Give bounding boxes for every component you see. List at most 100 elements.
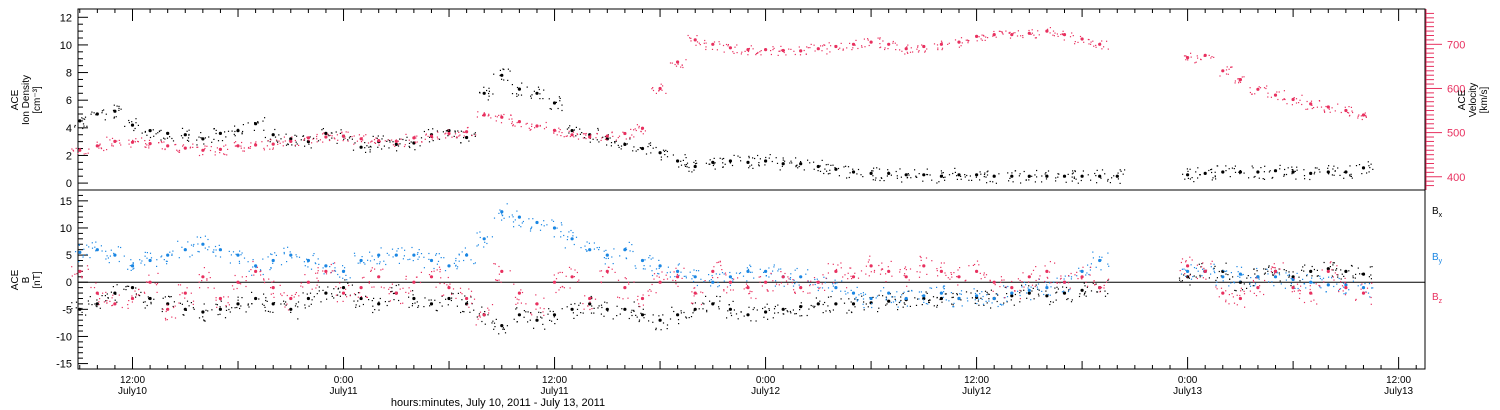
solar-wind-velocity-dot: [134, 141, 136, 143]
solar-wind-velocity-point: [781, 48, 785, 53]
bx-dot: [447, 304, 449, 306]
by-point: [588, 248, 592, 252]
bz-dot: [1031, 284, 1034, 286]
bx-dot: [1271, 272, 1273, 274]
bx-dot: [492, 320, 494, 322]
by-dot: [130, 269, 132, 271]
solar-wind-velocity-dot: [391, 139, 393, 141]
bz-dot: [574, 269, 576, 271]
solar-wind-velocity-dot: [458, 131, 460, 133]
by-dot: [960, 293, 962, 295]
bx-dot: [829, 310, 831, 312]
bz-dot: [473, 298, 476, 300]
solar-wind-velocity-dot: [633, 129, 635, 131]
bz-dot: [380, 269, 382, 271]
bz-point: [588, 296, 592, 301]
solar-wind-velocity-dot: [803, 49, 805, 52]
solar-wind-velocity-dot: [981, 39, 983, 41]
bz-dot: [1228, 294, 1230, 296]
ion-density-dot: [1104, 173, 1106, 175]
bz-dot: [873, 271, 875, 273]
solar-wind-velocity-dot: [118, 139, 120, 141]
bz-dot: [1279, 268, 1281, 270]
solar-wind-velocity-dot: [361, 137, 363, 139]
ion-density-dot: [901, 181, 903, 183]
bx-dot: [441, 305, 443, 307]
by-dot: [896, 291, 898, 293]
solar-wind-velocity-dot: [584, 133, 586, 135]
by-dot: [241, 252, 243, 254]
solar-wind-velocity-dot: [1263, 87, 1266, 89]
ion-density-dot: [1119, 182, 1121, 184]
by-dot: [561, 224, 563, 226]
bx-dot: [146, 304, 148, 307]
ion-density-dot: [1216, 165, 1218, 167]
bz-dot: [439, 282, 441, 285]
solar-wind-velocity-dot: [661, 89, 663, 91]
by-dot: [530, 227, 532, 229]
by-point: [377, 253, 381, 257]
bx-dot: [1361, 273, 1363, 275]
solar-wind-velocity-dot: [736, 52, 738, 54]
bz-dot: [1215, 286, 1217, 288]
bx-dot: [782, 313, 784, 315]
bz-dot: [1319, 285, 1321, 287]
bz-dot: [192, 300, 195, 302]
ion-density-dot: [438, 138, 441, 140]
bz-dot: [766, 290, 769, 292]
ion-density-dot: [827, 173, 829, 175]
ion-density-dot: [1333, 174, 1335, 176]
bx-dot: [261, 303, 264, 305]
date-tick-label: July11: [329, 386, 358, 397]
bz-dot: [1085, 281, 1087, 283]
bz-dot: [1366, 287, 1369, 289]
solar-wind-velocity-dot: [351, 136, 353, 138]
bx-dot: [353, 300, 355, 302]
bx-dot: [1354, 277, 1356, 279]
bx-dot: [1054, 287, 1056, 289]
bz-dot: [500, 281, 502, 283]
solar-wind-velocity-dot: [640, 130, 642, 132]
by-dot: [862, 292, 864, 294]
bx-dot: [430, 299, 432, 301]
bz-dot: [573, 276, 575, 278]
time-tick-label: 12:00: [120, 375, 145, 386]
bz-dot: [717, 261, 720, 263]
by-point: [289, 253, 293, 257]
solar-wind-velocity-dot: [559, 129, 561, 131]
ion-density-dot: [1370, 163, 1372, 165]
ion-density-dot: [166, 137, 169, 139]
ion-density-dot: [296, 143, 298, 145]
bz-dot: [873, 269, 876, 272]
bz-dot: [1249, 290, 1251, 292]
bz-dot: [639, 306, 641, 308]
by-dot: [651, 270, 653, 272]
bz-dot: [1046, 276, 1048, 278]
ion-density-dot: [277, 141, 279, 143]
solar-wind-velocity-dot: [605, 135, 607, 137]
ion-density-dot: [878, 168, 881, 170]
ion-density-dot: [1313, 173, 1315, 175]
by-dot: [458, 260, 460, 262]
bx-dot: [774, 305, 776, 308]
ion-density-dot: [795, 157, 797, 159]
solar-wind-velocity-dot: [525, 123, 527, 125]
by-dot: [746, 280, 748, 282]
by-dot: [1063, 290, 1065, 292]
bx-dot: [885, 304, 887, 306]
by-dot: [1343, 282, 1345, 284]
bz-dot: [702, 292, 704, 294]
ion-density-dot: [499, 74, 501, 77]
bx-dot: [285, 301, 287, 303]
ion-density-dot: [234, 135, 236, 137]
bz-dot: [345, 288, 347, 290]
ion-density-dot: [483, 86, 485, 88]
bz-dot: [589, 308, 591, 311]
ion-density-dot: [1238, 171, 1240, 173]
by-dot: [655, 268, 658, 270]
bx-dot: [733, 309, 735, 311]
by-dot: [251, 274, 253, 276]
bx-dot: [1189, 273, 1191, 275]
bx-dot: [713, 302, 715, 304]
by-point: [113, 253, 117, 257]
